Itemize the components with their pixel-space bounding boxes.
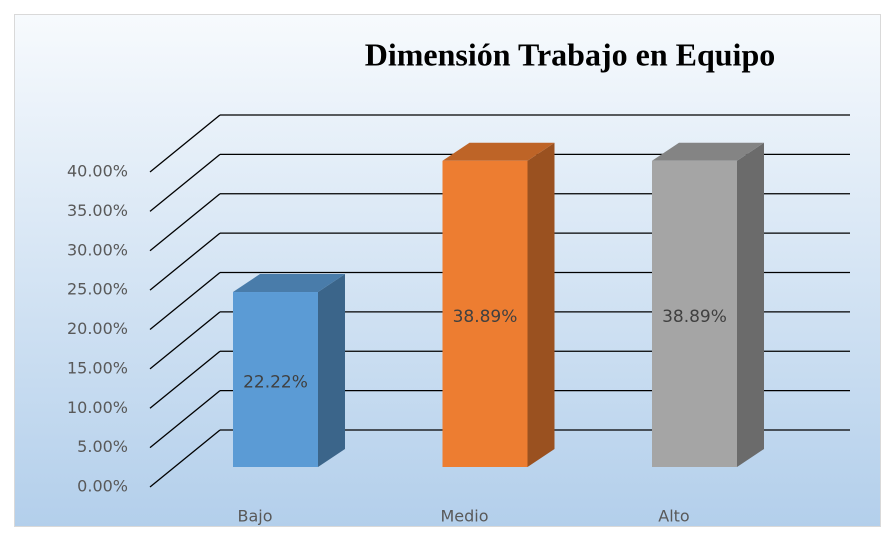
bar-top <box>652 142 764 161</box>
grid-line-side <box>149 350 221 409</box>
grid-line-side <box>149 429 221 488</box>
grid-line-side <box>149 271 221 331</box>
y-tick-label: 20.00% <box>67 319 128 338</box>
y-tick-label: 30.00% <box>67 240 128 259</box>
bar-side <box>737 142 764 467</box>
grid-line-side <box>149 153 221 212</box>
y-tick-label: 35.00% <box>67 201 128 220</box>
grid-line-side <box>149 114 221 173</box>
y-tick-label: 10.00% <box>67 398 128 417</box>
bar-side <box>318 274 345 467</box>
y-tick-label: 0.00% <box>77 477 128 496</box>
bar-top <box>233 274 345 293</box>
bar <box>442 160 528 467</box>
y-tick-label: 15.00% <box>67 358 128 377</box>
grid-line-side <box>149 390 221 449</box>
bar <box>233 292 318 467</box>
grid-line-side <box>149 193 221 252</box>
data-label: 22.22% <box>243 373 308 393</box>
grid-line-side <box>149 311 221 370</box>
bar-side <box>527 142 555 467</box>
x-tick-label: Bajo <box>237 507 272 526</box>
bar <box>652 160 737 467</box>
y-tick-label: 5.00% <box>77 437 128 456</box>
x-tick-label: Medio <box>440 507 488 526</box>
grid-line-side <box>149 232 221 291</box>
bar-top <box>442 142 555 161</box>
x-tick-label: Alto <box>658 507 689 526</box>
data-label: 38.89% <box>453 307 518 327</box>
y-tick-label: 40.00% <box>67 162 128 181</box>
chart-title: Dimensión Trabajo en Equipo <box>365 36 775 72</box>
data-label: 38.89% <box>662 307 727 327</box>
y-tick-label: 25.00% <box>67 280 128 299</box>
